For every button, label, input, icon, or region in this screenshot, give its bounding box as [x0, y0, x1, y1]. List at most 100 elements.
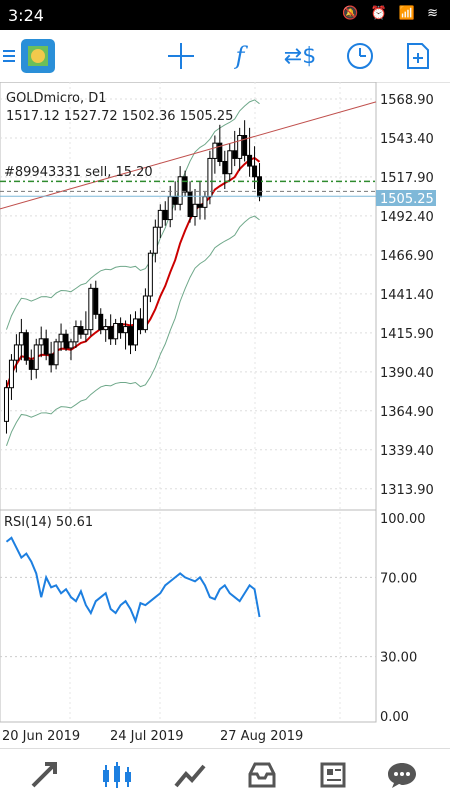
- candle-body: [217, 142, 223, 162]
- function-icon[interactable]: f: [235, 42, 245, 70]
- trendline: [0, 101, 377, 210]
- candle-body: [123, 326, 129, 334]
- candle-body: [137, 318, 143, 331]
- candle-body: [58, 333, 64, 343]
- news-icon[interactable]: [312, 757, 356, 793]
- candle-body: [167, 196, 173, 221]
- candle-body: [222, 160, 228, 175]
- candle-body: [202, 196, 208, 208]
- status-icons: 🔕 ⏰ 📶 ≋: [342, 6, 442, 21]
- clock-icon[interactable]: [340, 36, 380, 76]
- candle-body: [257, 176, 263, 198]
- candle-body: [98, 313, 104, 331]
- candle-body: [43, 338, 49, 355]
- candle-body: [177, 176, 183, 205]
- date-label: 20 Jun 2019: [2, 729, 80, 744]
- date-label: 24 Jul 2019: [110, 729, 184, 744]
- price-tick-label: 1415.90: [380, 327, 434, 342]
- trade-icon[interactable]: [168, 757, 212, 793]
- candle-body: [142, 295, 148, 331]
- bollinger-upper-line: [6, 99, 260, 330]
- candle-body: [33, 344, 39, 370]
- price-tick-label: 1339.40: [380, 444, 434, 459]
- candle-body: [108, 326, 114, 340]
- candle-body: [73, 326, 79, 343]
- candle-body: [38, 338, 44, 346]
- chart-icon[interactable]: [96, 757, 140, 793]
- price-tick-label: 1313.90: [380, 483, 434, 498]
- candle-body: [28, 359, 34, 370]
- candle-body: [103, 326, 109, 331]
- candle-body: [78, 326, 84, 335]
- price-tick-label: 1390.40: [380, 366, 434, 381]
- candle-body: [132, 318, 138, 346]
- candle-body: [147, 252, 153, 297]
- status-bar: 3:24 🔕 ⏰ 📶 ≋: [0, 0, 450, 30]
- price-tick-label: 1492.40: [380, 210, 434, 225]
- axes: 1568.90 1543.40 1517.90 1492.40 1466.90 1441.…: [2, 93, 434, 744]
- menu-icon[interactable]: [0, 36, 20, 76]
- candle-body: [113, 323, 119, 340]
- last-price-badge: [376, 190, 436, 206]
- status-time: 3:24: [8, 6, 44, 25]
- symbol-label: GOLDmicro, D1: [6, 91, 107, 106]
- bottom-navigation: [0, 748, 450, 801]
- alarm-off-icon: 🔕: [342, 6, 363, 21]
- candle-body: [252, 165, 258, 178]
- candle-body: [53, 341, 59, 366]
- last-price-label: 1505.25: [380, 192, 434, 207]
- candle-body: [212, 142, 218, 159]
- candle-body: [118, 323, 124, 334]
- price-tick-label: 1466.90: [380, 249, 434, 264]
- candle-body: [23, 332, 29, 361]
- date-label: 27 Aug 2019: [220, 729, 303, 744]
- bollinger-lower-line: [6, 215, 260, 446]
- rsi-chart-frame: [0, 509, 377, 723]
- candle-body: [192, 203, 198, 218]
- metatrader-logo[interactable]: [18, 36, 58, 76]
- crosshair-icon[interactable]: [161, 36, 201, 76]
- new-order-icon[interactable]: [398, 36, 438, 76]
- candle-body: [48, 353, 54, 366]
- messages-icon[interactable]: [380, 757, 424, 793]
- quotes-icon[interactable]: [22, 757, 66, 793]
- alarm-icon: ⏰: [370, 6, 391, 21]
- order-label: #89943331 sell, 15.20: [4, 165, 153, 180]
- candle-body: [237, 135, 243, 159]
- rsi-tick-label: 0.00: [380, 710, 409, 725]
- candle-body: [128, 326, 134, 346]
- candle-body: [68, 341, 74, 349]
- price-tick-label: 1364.90: [380, 405, 434, 420]
- 4g-signal-icon: 📶: [398, 6, 419, 21]
- candle-body: [232, 150, 238, 159]
- chart-toolbar: f ⇄$: [0, 30, 450, 83]
- candle-body: [197, 203, 203, 208]
- candle-body: [187, 191, 193, 218]
- candle-body: [162, 209, 168, 221]
- price-tick-label: 1517.90: [380, 171, 434, 186]
- candle-body: [227, 150, 233, 175]
- price-chart[interactable]: 1568.90 1543.40 1517.90 1492.40 1466.90 1441.…: [0, 82, 450, 748]
- candle-body: [63, 333, 69, 349]
- rsi-line: [5, 536, 261, 625]
- history-icon[interactable]: [240, 757, 284, 793]
- price-tick-label: 1441.40: [380, 288, 434, 303]
- candle-body: [18, 332, 24, 346]
- main-chart-frame: [0, 82, 377, 511]
- candle-body: [83, 329, 89, 335]
- candle-body: [88, 287, 94, 331]
- candle-body: [13, 344, 19, 361]
- candle-body: [8, 359, 14, 389]
- candle-body: [182, 176, 188, 193]
- price-tick-label: 1568.90: [380, 93, 434, 108]
- wifi-icon: ≋: [427, 6, 442, 21]
- rsi-tick-label: 30.00: [380, 651, 417, 666]
- candle-body: [152, 226, 158, 254]
- rsi-indicator: [0, 536, 376, 658]
- candle-body: [172, 196, 178, 205]
- rsi-tick-label: 100.00: [380, 512, 426, 527]
- price-tick-label: 1543.40: [380, 132, 434, 147]
- candle-body: [247, 154, 253, 167]
- symbol-dollar-icon[interactable]: ⇄$: [283, 43, 317, 69]
- candle-body: [93, 287, 99, 315]
